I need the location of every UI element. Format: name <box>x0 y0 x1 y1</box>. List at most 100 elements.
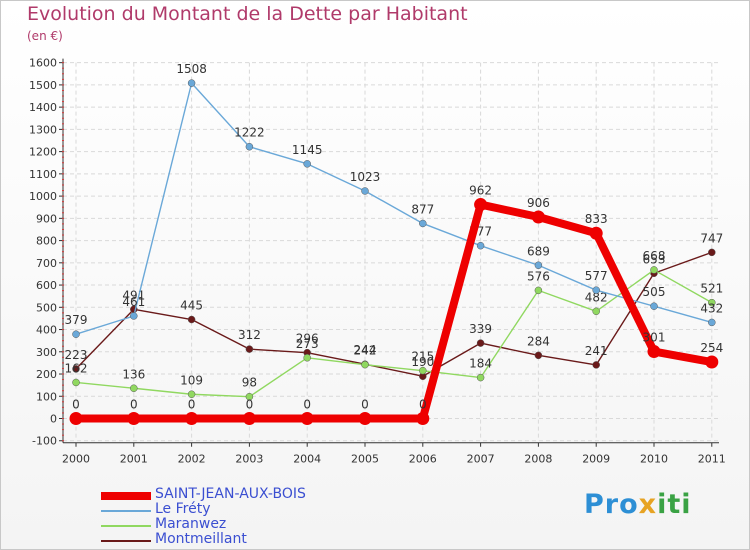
data-point-saint-jean-aux-bois <box>69 412 83 425</box>
data-label-le-fr-ty: 461 <box>122 295 145 309</box>
data-label-montmeillant: 223 <box>65 348 88 362</box>
data-point-saint-jean-aux-bois <box>416 412 430 425</box>
data-label-maranwez: 215 <box>411 350 434 364</box>
data-point-montmeillant <box>534 351 543 360</box>
data-label-maranwez: 162 <box>65 361 88 375</box>
data-label-le-fr-ty: 1222 <box>234 126 265 140</box>
y-tick-label: 1600 <box>29 57 57 70</box>
data-point-saint-jean-aux-bois <box>589 226 603 240</box>
data-label-maranwez: 242 <box>354 344 377 358</box>
data-label-montmeillant: 312 <box>238 328 261 342</box>
data-point-saint-jean-aux-bois <box>647 345 661 359</box>
x-tick-label: 2009 <box>582 453 610 466</box>
data-point-saint-jean-aux-bois <box>474 198 488 212</box>
y-tick-label: 800 <box>36 235 57 248</box>
data-point-montmeillant <box>187 315 196 324</box>
series-line-le-fr-ty <box>75 82 712 335</box>
x-tick-label: 2003 <box>235 453 263 466</box>
data-point-montmeillant <box>592 361 600 369</box>
data-label-maranwez: 521 <box>700 282 723 296</box>
data-point-maranwez <box>303 354 311 362</box>
legend-label-saint-jean-aux-bois: SAINT-JEAN-AUX-BOIS <box>155 486 306 502</box>
data-label-saint-jean-aux-bois: 254 <box>700 341 723 355</box>
legend-label-montmeillant: Montmeillant <box>155 531 247 547</box>
x-tick-label: 2004 <box>293 453 321 466</box>
data-point-montmeillant <box>245 345 254 353</box>
y-tick-label: 300 <box>36 346 57 359</box>
data-label-le-fr-ty: 379 <box>65 313 88 327</box>
y-tick-label: 600 <box>36 279 57 292</box>
data-point-maranwez <box>72 378 80 387</box>
x-tick-label: 2000 <box>62 453 90 466</box>
data-label-maranwez: 273 <box>296 337 319 351</box>
x-tick-label: 2007 <box>467 453 495 466</box>
y-tick-label: 400 <box>36 324 57 337</box>
data-point-saint-jean-aux-bois <box>300 412 314 425</box>
data-point-le-fr-ty <box>303 160 311 168</box>
data-label-maranwez: 576 <box>527 269 550 283</box>
proxiti-logo: Proxiti <box>584 489 692 520</box>
data-label-saint-jean-aux-bois: 0 <box>72 398 80 412</box>
data-label-saint-jean-aux-bois: 0 <box>130 398 138 412</box>
data-point-saint-jean-aux-bois <box>185 412 199 425</box>
chart-title: Evolution du Montant de la Dette par Hab… <box>27 3 468 25</box>
legend-swatch-maranwez <box>101 525 151 527</box>
data-point-le-fr-ty <box>245 142 254 151</box>
y-tick-label: 1200 <box>29 146 57 159</box>
data-point-le-fr-ty <box>534 261 543 270</box>
data-point-maranwez <box>361 360 369 369</box>
x-tick-label: 2008 <box>524 453 552 466</box>
data-label-montmeillant: 445 <box>180 299 203 313</box>
data-label-montmeillant: 653 <box>643 252 666 266</box>
data-label-montmeillant: 339 <box>469 322 492 336</box>
data-point-saint-jean-aux-bois <box>358 412 372 425</box>
data-label-le-fr-ty: 1023 <box>350 170 381 184</box>
data-point-maranwez <box>708 298 716 307</box>
y-tick-label: 100 <box>36 390 57 403</box>
data-label-saint-jean-aux-bois: 833 <box>585 212 608 226</box>
data-point-maranwez <box>130 384 138 393</box>
data-label-le-fr-ty: 1508 <box>176 62 207 76</box>
chart-unit: (en €) <box>27 29 63 43</box>
data-label-saint-jean-aux-bois: 0 <box>419 398 427 412</box>
data-label-le-fr-ty: 432 <box>700 301 723 315</box>
x-tick-label: 2005 <box>351 453 379 466</box>
data-label-montmeillant: 284 <box>527 334 550 348</box>
y-tick-label: 1400 <box>29 101 57 114</box>
data-point-maranwez <box>419 366 427 375</box>
data-label-saint-jean-aux-bois: 0 <box>361 398 369 412</box>
data-point-maranwez <box>592 307 600 316</box>
data-label-saint-jean-aux-bois: 0 <box>303 398 311 412</box>
data-label-le-fr-ty: 505 <box>643 285 666 299</box>
x-tick-label: 2001 <box>120 453 148 466</box>
data-label-montmeillant: 244 <box>354 343 377 357</box>
data-label-le-fr-ty: 1145 <box>292 143 323 157</box>
data-point-montmeillant <box>72 365 80 373</box>
y-tick-label: 900 <box>36 212 57 225</box>
data-point-saint-jean-aux-bois <box>242 412 256 425</box>
data-point-maranwez <box>187 390 196 399</box>
data-label-maranwez: 98 <box>242 376 257 390</box>
y-tick-label: 200 <box>36 368 57 381</box>
data-point-le-fr-ty <box>130 312 138 320</box>
series-line-maranwez <box>75 269 713 398</box>
legend-label-maranwez: Maranwez <box>155 516 227 532</box>
data-label-saint-jean-aux-bois: 0 <box>246 398 254 412</box>
data-point-maranwez <box>476 373 485 382</box>
data-point-le-fr-ty <box>361 187 369 195</box>
data-point-saint-jean-aux-bois <box>127 412 141 425</box>
data-label-saint-jean-aux-bois: 0 <box>188 398 196 412</box>
y-tick-label: 1100 <box>29 168 57 181</box>
y-tick-label: 0 <box>50 413 57 426</box>
data-point-le-fr-ty <box>650 302 658 310</box>
data-label-le-fr-ty: 877 <box>411 202 434 216</box>
x-tick-label: 2002 <box>178 453 206 466</box>
data-label-le-fr-ty: 577 <box>585 269 608 283</box>
data-label-maranwez: 668 <box>643 249 666 263</box>
legend-swatch-le-frety <box>101 510 151 512</box>
data-label-saint-jean-aux-bois: 301 <box>643 331 666 345</box>
x-tick-label: 2010 <box>640 453 668 466</box>
data-point-le-fr-ty <box>419 219 427 228</box>
data-point-maranwez <box>245 392 254 401</box>
